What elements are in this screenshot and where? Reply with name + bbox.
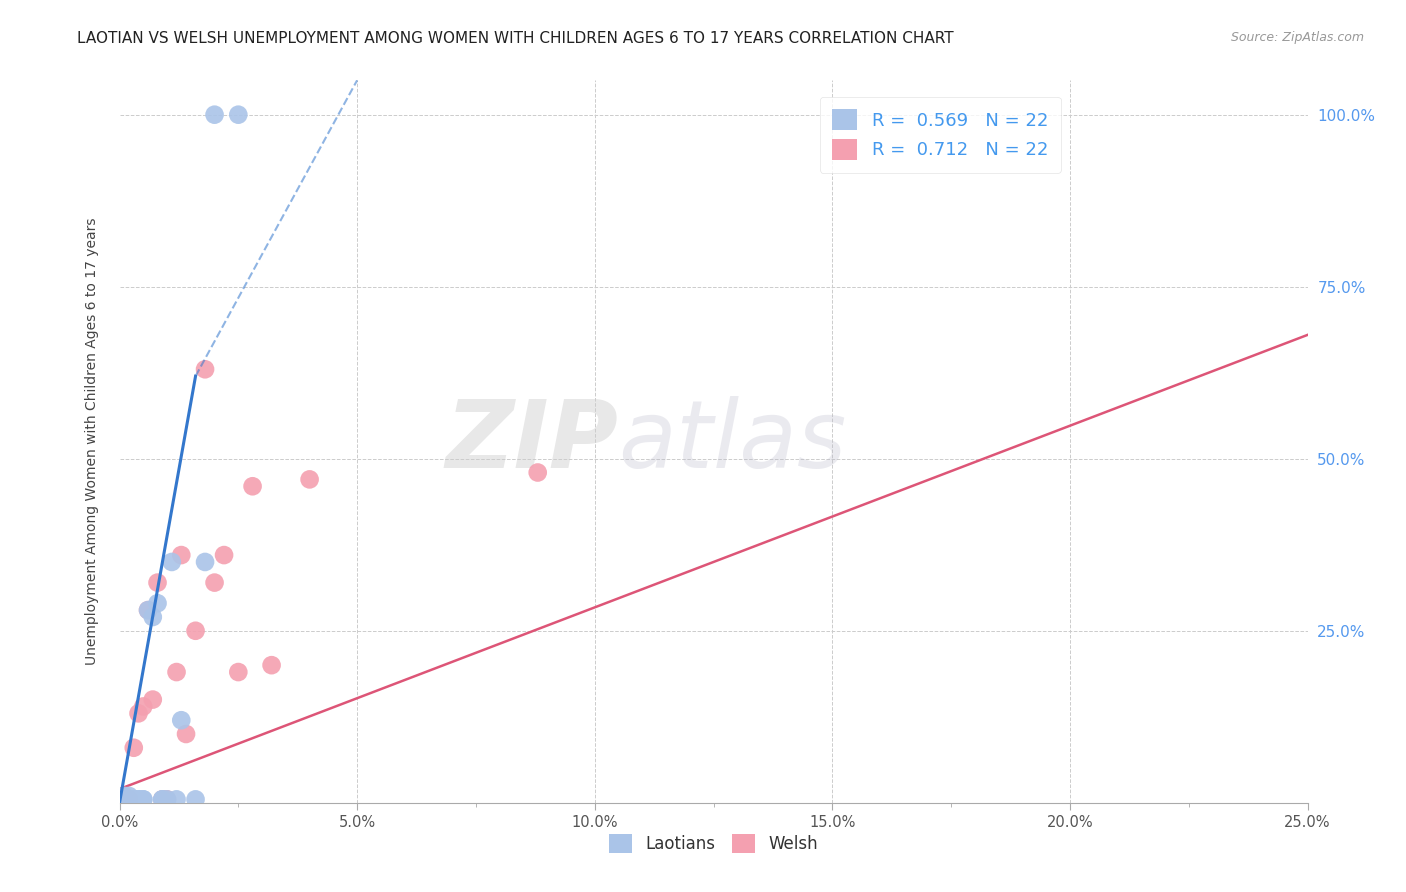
Point <box>156 792 179 806</box>
Point <box>184 792 207 806</box>
Point <box>142 692 165 706</box>
Point <box>166 665 188 679</box>
Point <box>136 603 159 617</box>
Point <box>136 603 159 617</box>
Point <box>260 658 283 673</box>
Point <box>150 792 173 806</box>
Point <box>112 792 135 806</box>
Point <box>112 789 135 803</box>
Text: atlas: atlas <box>619 396 846 487</box>
Point <box>122 792 145 806</box>
Point <box>194 555 217 569</box>
Point <box>118 792 141 806</box>
Point <box>150 792 173 806</box>
Point <box>212 548 235 562</box>
Point <box>122 740 145 755</box>
Point <box>174 727 197 741</box>
Point <box>228 665 250 679</box>
Point <box>242 479 264 493</box>
Point <box>132 792 155 806</box>
Point <box>122 792 145 806</box>
Point <box>160 555 183 569</box>
Point <box>204 108 226 122</box>
Point <box>166 792 188 806</box>
Point <box>170 713 193 727</box>
Point <box>132 699 155 714</box>
Point <box>118 792 141 806</box>
Point <box>128 792 150 806</box>
Text: Source: ZipAtlas.com: Source: ZipAtlas.com <box>1230 31 1364 45</box>
Point <box>170 548 193 562</box>
Text: LAOTIAN VS WELSH UNEMPLOYMENT AMONG WOMEN WITH CHILDREN AGES 6 TO 17 YEARS CORRE: LAOTIAN VS WELSH UNEMPLOYMENT AMONG WOME… <box>77 31 953 46</box>
Point <box>142 610 165 624</box>
Point <box>150 792 173 806</box>
Point <box>128 706 150 721</box>
Y-axis label: Unemployment Among Women with Children Ages 6 to 17 years: Unemployment Among Women with Children A… <box>84 218 98 665</box>
Point <box>118 789 141 803</box>
Point <box>298 472 321 486</box>
Text: ZIP: ZIP <box>446 395 619 488</box>
Point <box>146 596 169 610</box>
Point <box>132 792 155 806</box>
Point <box>146 575 169 590</box>
Point <box>228 108 250 122</box>
Point <box>204 575 226 590</box>
Point <box>194 362 217 376</box>
Point <box>184 624 207 638</box>
Point <box>156 792 179 806</box>
Point <box>128 792 150 806</box>
Legend: Laotians, Welsh: Laotians, Welsh <box>602 827 825 860</box>
Point <box>526 466 548 480</box>
